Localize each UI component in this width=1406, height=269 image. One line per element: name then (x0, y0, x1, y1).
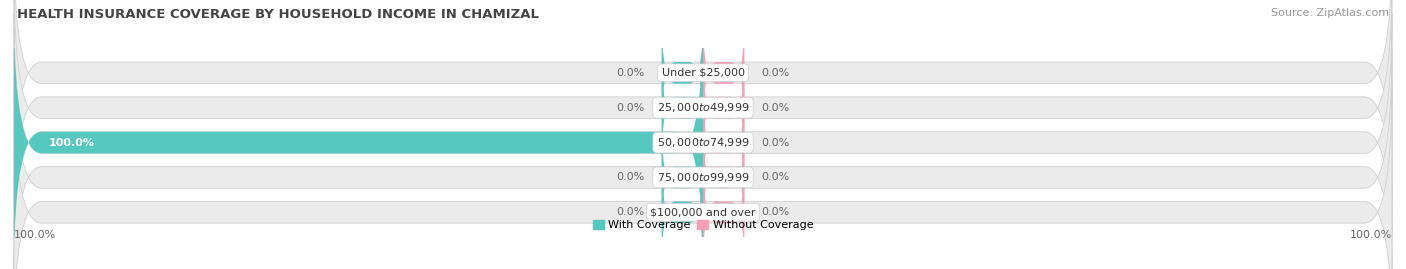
Text: 100.0%: 100.0% (1350, 230, 1392, 240)
FancyBboxPatch shape (14, 14, 1392, 269)
Text: Source: ZipAtlas.com: Source: ZipAtlas.com (1271, 8, 1389, 18)
Text: $100,000 and over: $100,000 and over (650, 207, 756, 217)
Text: 0.0%: 0.0% (616, 207, 644, 217)
Text: 0.0%: 0.0% (762, 68, 790, 78)
FancyBboxPatch shape (662, 14, 703, 132)
Text: 0.0%: 0.0% (616, 68, 644, 78)
FancyBboxPatch shape (14, 0, 1392, 236)
Text: 0.0%: 0.0% (616, 103, 644, 113)
Text: 0.0%: 0.0% (762, 207, 790, 217)
FancyBboxPatch shape (703, 153, 744, 269)
Text: 100.0%: 100.0% (14, 230, 56, 240)
Text: 0.0%: 0.0% (762, 137, 790, 148)
Text: $50,000 to $74,999: $50,000 to $74,999 (657, 136, 749, 149)
Text: $75,000 to $99,999: $75,000 to $99,999 (657, 171, 749, 184)
FancyBboxPatch shape (14, 0, 1392, 201)
FancyBboxPatch shape (662, 49, 703, 167)
Text: Under $25,000: Under $25,000 (661, 68, 745, 78)
Legend: With Coverage, Without Coverage: With Coverage, Without Coverage (588, 215, 818, 235)
FancyBboxPatch shape (703, 119, 744, 236)
FancyBboxPatch shape (662, 153, 703, 269)
FancyBboxPatch shape (703, 49, 744, 167)
FancyBboxPatch shape (14, 84, 1392, 269)
Text: HEALTH INSURANCE COVERAGE BY HOUSEHOLD INCOME IN CHAMIZAL: HEALTH INSURANCE COVERAGE BY HOUSEHOLD I… (17, 8, 538, 21)
Text: 100.0%: 100.0% (48, 137, 94, 148)
FancyBboxPatch shape (14, 49, 1392, 269)
FancyBboxPatch shape (703, 14, 744, 132)
Text: 0.0%: 0.0% (762, 172, 790, 182)
FancyBboxPatch shape (662, 119, 703, 236)
Text: 0.0%: 0.0% (762, 103, 790, 113)
Text: 0.0%: 0.0% (616, 172, 644, 182)
FancyBboxPatch shape (14, 14, 703, 269)
FancyBboxPatch shape (703, 84, 744, 201)
Text: $25,000 to $49,999: $25,000 to $49,999 (657, 101, 749, 114)
